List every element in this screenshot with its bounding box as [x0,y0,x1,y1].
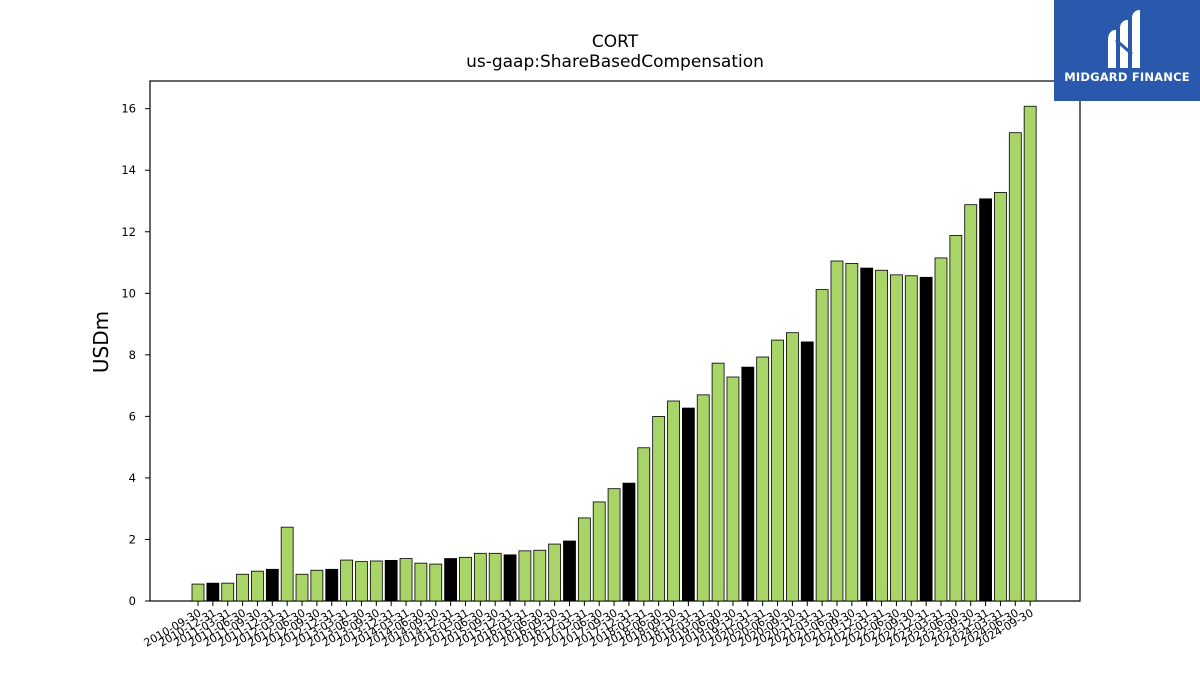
bar [681,407,695,602]
bar [830,260,844,602]
y-axis-label: USDm [89,310,113,374]
bar [444,558,458,602]
bar [1023,105,1037,602]
bar [979,198,992,602]
bar [934,257,948,602]
y-tick-label: 16 [121,102,136,116]
bar [592,501,606,602]
y-tick-label: 12 [121,225,136,239]
bar [295,573,309,602]
bar [399,558,413,602]
bar [280,526,294,602]
y-tick-label: 2 [129,532,136,546]
bar [622,482,636,602]
bar [741,366,755,602]
bar [860,267,874,602]
y-tick-label: 6 [129,409,136,423]
bar [548,543,562,602]
bar [845,263,859,602]
bar [236,573,249,602]
bar [414,562,428,602]
bar [696,394,710,602]
bar [265,568,279,602]
y-axis: 0 2 4 6 8 10 12 14 16 [121,102,150,608]
bar [533,549,547,602]
y-tick-label: 10 [121,286,136,300]
bar [652,415,666,602]
bar [577,517,591,602]
bar [949,235,963,602]
bar [607,488,621,602]
bar [786,332,799,602]
bar [369,560,383,602]
x-axis: 2010-09-302010-12-312011-03-312011-06-30… [142,601,1036,650]
bar [815,289,829,602]
midgard-logo-icon [1108,10,1140,68]
bar [563,540,576,602]
chart-title: CORT [591,32,639,52]
bar [875,269,888,602]
bar [251,570,264,602]
bar [711,362,725,602]
bar [221,582,235,602]
bar [919,276,933,602]
bar [429,563,443,602]
bar [518,550,532,602]
chart-subtitle: us-gaap:ShareBasedCompensation [466,52,764,72]
y-tick-label: 4 [129,471,136,485]
bar [1008,132,1022,602]
bar [667,400,680,602]
brand-name: MIDGARD FINANCE [1064,70,1190,84]
bar [994,191,1007,602]
bar [800,341,814,602]
bar [340,559,354,602]
bar [473,552,487,602]
bar [964,204,978,602]
y-tick-label: 14 [121,163,136,177]
bar [459,556,472,602]
y-tick-label: 8 [129,348,136,362]
y-tick-label: 0 [129,594,136,608]
bar [890,274,903,602]
bar [325,568,339,602]
bar-series [191,105,1037,602]
bar [384,559,398,602]
bar [355,561,368,602]
bar [726,376,740,602]
bar [206,582,220,602]
bar [637,447,651,602]
bar [756,356,770,602]
bar [904,275,918,602]
bar [503,554,517,602]
brand-logo[interactable]: MIDGARD FINANCE [1054,0,1200,101]
bar [488,552,502,602]
bar [310,569,324,602]
bar [191,583,205,602]
bar [771,339,784,602]
